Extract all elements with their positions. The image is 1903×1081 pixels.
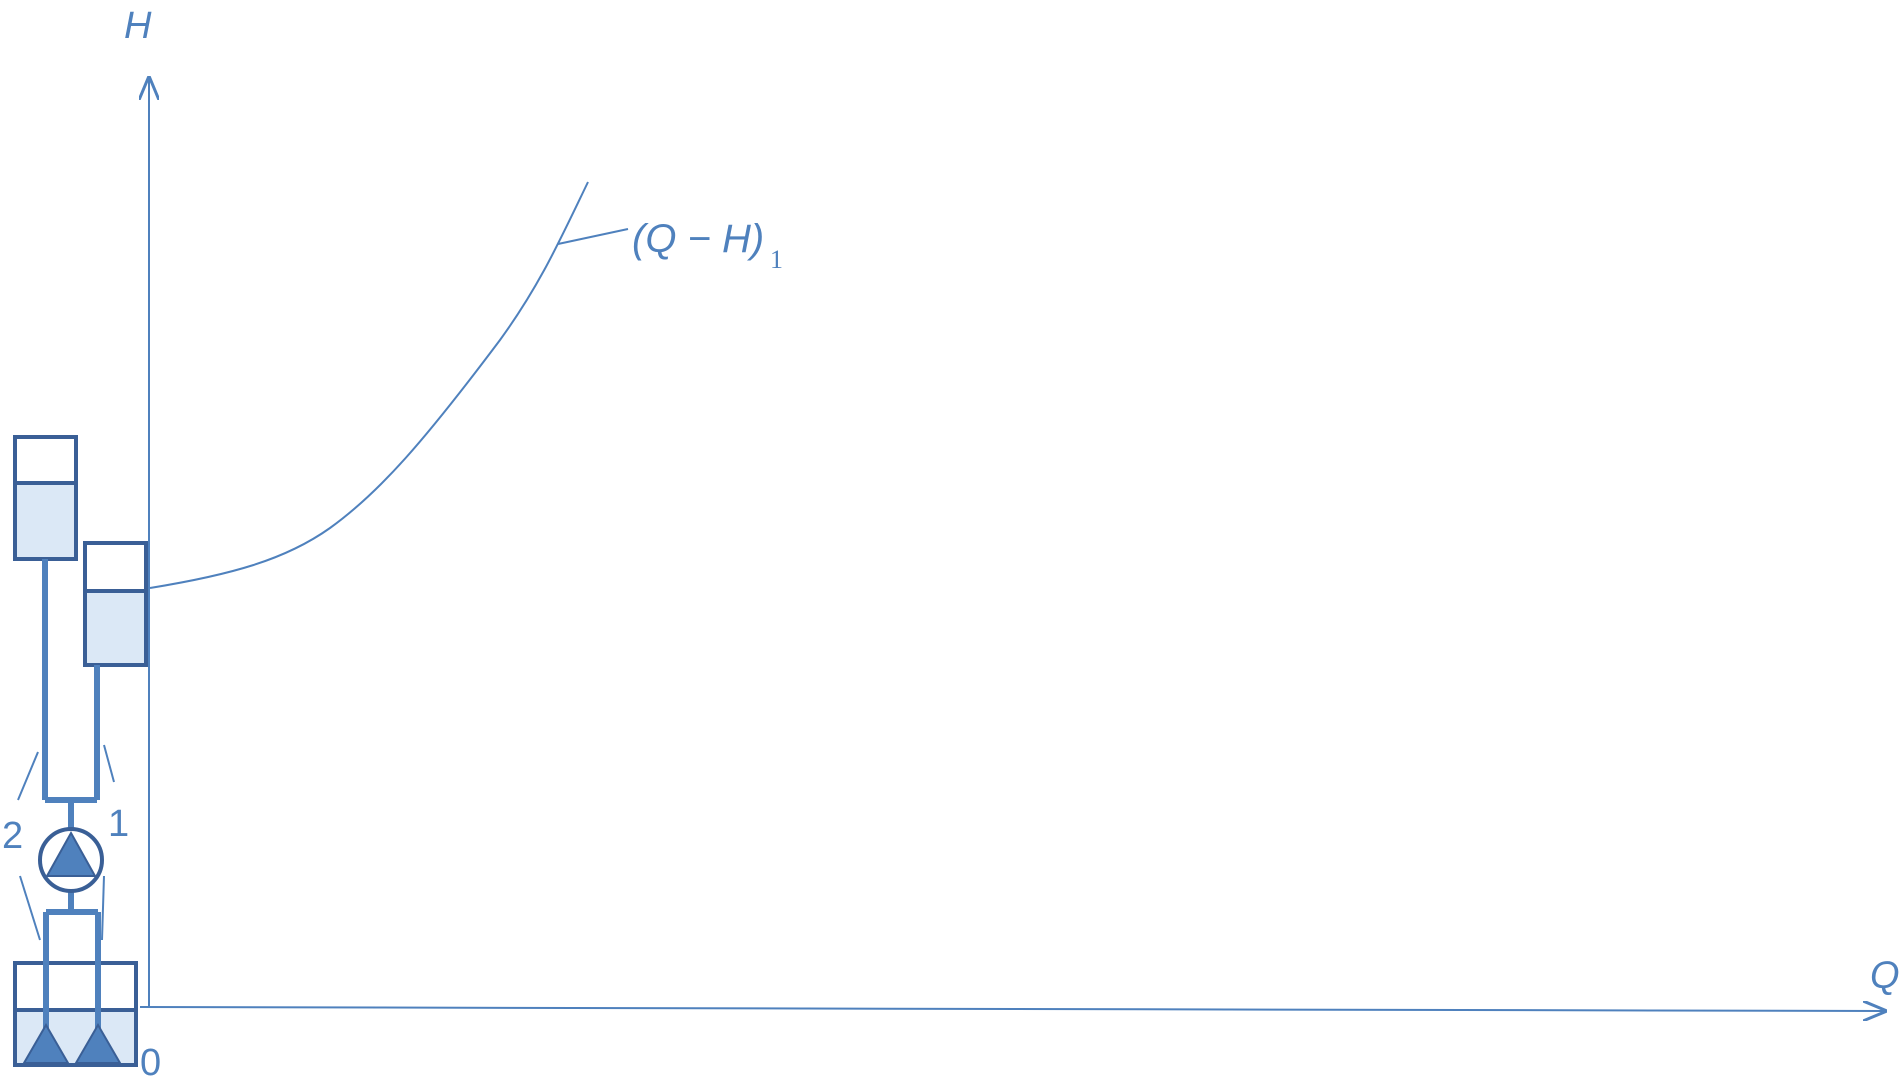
h-axis-label: H <box>124 5 152 47</box>
inlet-right-icon <box>74 1023 122 1064</box>
pipe-label-1: 1 <box>108 803 129 845</box>
pump-icon <box>38 827 104 893</box>
inlet-left-icon <box>22 1023 70 1064</box>
curve-label-leader <box>557 228 629 245</box>
q-axis-label: Q <box>1870 955 1900 997</box>
origin-label: 0 <box>140 1042 161 1081</box>
pipe-label-leaders <box>17 744 115 941</box>
pipe-network <box>42 559 101 1038</box>
q-axis <box>139 1007 1885 1011</box>
middle-tank <box>83 541 148 667</box>
qh-curve-1 <box>149 181 589 589</box>
upper-tank <box>13 435 78 561</box>
curve-label-subscript: 1 <box>770 245 783 274</box>
pipe-label-2: 2 <box>2 815 23 857</box>
curve-label: (Q − H) <box>632 217 764 261</box>
